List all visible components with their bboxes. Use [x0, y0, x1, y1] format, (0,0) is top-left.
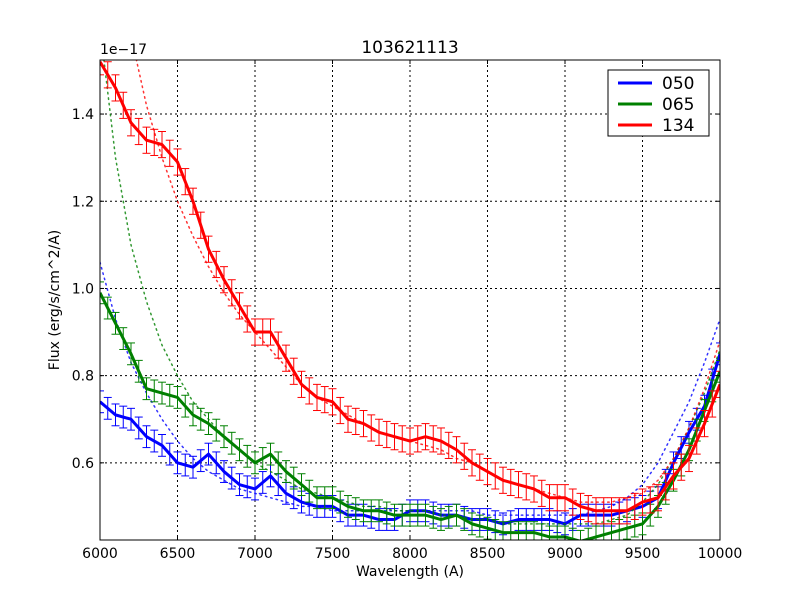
legend-label: 065 [662, 95, 694, 115]
x-tick-label: 9500 [625, 546, 661, 562]
x-axis-ticks: 6000 6500 7000 7500 8000 8500 9000 9500 10000 [82, 60, 742, 562]
x-tick-label: 7000 [237, 546, 273, 562]
x-tick-label: 9000 [547, 546, 583, 562]
y-axis-label: Flux (erg/s/cm^2/A) [47, 230, 63, 370]
x-axis-label: Wavelength (A) [356, 564, 464, 580]
y-tick-label: 1.0 [72, 281, 94, 297]
y-tick-label: 0.8 [72, 369, 94, 385]
plot-series [100, 60, 720, 540]
y-tick-label: 0.6 [72, 456, 94, 472]
chart-title: 103621113 [361, 38, 458, 58]
x-tick-label: 7500 [315, 546, 351, 562]
legend-label: 134 [662, 116, 694, 136]
data-line [100, 60, 720, 513]
series-065 [100, 60, 720, 540]
x-tick-label: 10000 [698, 546, 743, 562]
legend-label: 050 [662, 74, 694, 94]
data-line [100, 292, 720, 540]
y-tick-label: 1.4 [72, 107, 94, 123]
x-tick-label: 6000 [82, 546, 118, 562]
x-tick-label: 6500 [160, 546, 196, 562]
x-tick-label: 8500 [470, 546, 506, 562]
y-offset-label: 1e−17 [100, 42, 147, 58]
y-axis-ticks: 0.6 0.8 1.0 1.2 1.4 [72, 107, 720, 472]
y-tick-label: 1.2 [72, 194, 94, 210]
x-tick-label: 8000 [392, 546, 428, 562]
series-134 [100, 60, 720, 525]
